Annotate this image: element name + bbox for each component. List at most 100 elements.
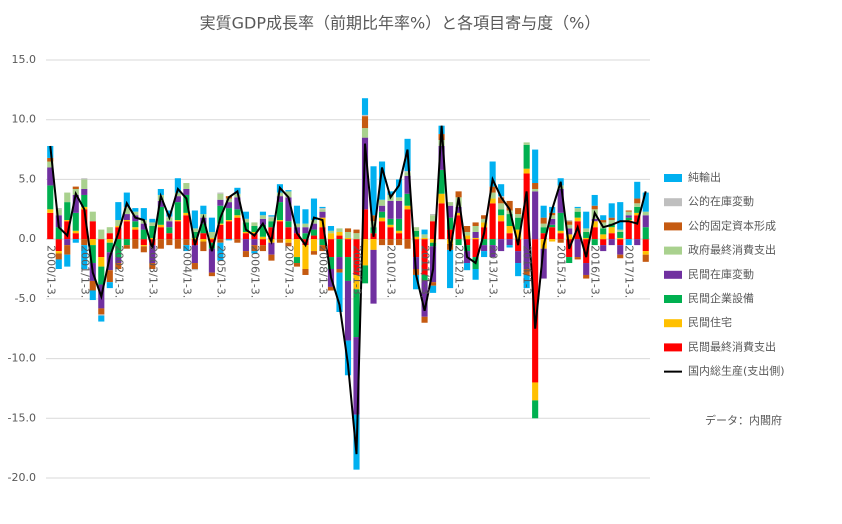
bar-segment <box>183 188 190 195</box>
bar-segment <box>481 215 488 219</box>
bar-segment <box>89 239 96 246</box>
bar-segment <box>55 251 62 254</box>
bar-segment <box>268 215 275 217</box>
bar-segment <box>98 239 105 258</box>
bar-segment <box>302 269 309 275</box>
bar-segment <box>268 242 275 255</box>
bar-segment <box>55 227 62 240</box>
bar-segment <box>149 239 156 246</box>
bar-segment <box>498 203 505 210</box>
bar-segment <box>72 239 79 243</box>
bar-segment <box>259 224 266 237</box>
bar-segment <box>191 245 198 264</box>
bar-segment <box>523 168 530 174</box>
bar-segment <box>344 280 352 341</box>
bar-segment <box>421 237 428 240</box>
legend-label: 純輸出 <box>688 170 721 184</box>
bar-segment <box>625 210 632 212</box>
bar-segment <box>310 229 318 236</box>
bar-segment <box>115 226 122 228</box>
bar-segment <box>225 239 232 241</box>
bar-segment <box>64 220 71 222</box>
bar-segment <box>515 208 522 215</box>
x-tick-label: 2007/1-3. <box>282 245 295 298</box>
bar-segment <box>327 230 335 234</box>
bar-segment <box>98 308 105 315</box>
bar-segment <box>64 202 71 221</box>
bar-segment <box>242 211 249 219</box>
bar-segment <box>98 257 105 267</box>
bar-segment <box>234 215 241 218</box>
bar-segment <box>421 316 428 323</box>
bar-segment <box>412 236 420 240</box>
bar-segment <box>302 227 309 234</box>
bar-segment <box>472 226 479 232</box>
bar-segment <box>268 216 275 218</box>
bar-segment <box>642 227 649 240</box>
bar-segment <box>251 226 258 232</box>
bar-segment <box>412 274 420 290</box>
bar-segment <box>421 280 428 317</box>
bar-segment <box>489 192 496 199</box>
bar-segment <box>123 208 130 215</box>
bar-segment <box>566 228 573 235</box>
bar-segment <box>566 221 573 225</box>
legend-swatch <box>664 270 682 279</box>
bar-segment <box>481 251 488 258</box>
bar-segment <box>166 221 173 228</box>
bar-segment <box>140 229 147 240</box>
bar-segment <box>464 226 471 232</box>
bar-segment <box>293 257 301 264</box>
bar-segment <box>608 233 615 240</box>
bar-segment <box>72 233 79 240</box>
bar-segment <box>566 220 573 222</box>
bar-segment <box>438 203 445 240</box>
bar-segment <box>259 218 266 225</box>
bar-segment <box>123 220 130 222</box>
bar-segment <box>140 245 147 247</box>
bar-segment <box>319 245 326 252</box>
bar-segment <box>115 202 122 221</box>
bar-segment <box>506 233 513 240</box>
bar-segment <box>412 239 420 258</box>
bar-segment <box>395 230 403 234</box>
bar-segment <box>515 214 522 218</box>
bar-segment <box>336 269 343 273</box>
bar-segment <box>591 205 598 210</box>
bar-segment <box>353 274 360 290</box>
bar-segment <box>404 205 411 210</box>
bar-segment <box>217 205 224 224</box>
bar-segment <box>183 212 190 216</box>
bar-segment <box>506 226 513 234</box>
bar-segment <box>268 227 275 240</box>
bar-segment <box>574 217 581 222</box>
legend-label: 公的在庫変動 <box>688 194 754 208</box>
bar-segment <box>447 217 454 230</box>
legend-swatch <box>664 319 682 328</box>
bar-segment <box>600 239 607 246</box>
bar-segment <box>395 239 403 246</box>
bar-segment <box>430 215 437 222</box>
bar-segment <box>293 239 301 258</box>
bar-segment <box>191 228 198 232</box>
bar-segment <box>123 192 130 207</box>
bar-segment <box>174 239 181 249</box>
bar-segment <box>370 239 377 250</box>
bar-segment <box>98 314 105 316</box>
bar-segment <box>540 233 547 240</box>
bar-segment <box>64 254 71 267</box>
bar-segment <box>370 166 377 216</box>
bar-segment <box>336 257 343 269</box>
bar-segment <box>549 218 556 225</box>
source-note: データ：内閣府 <box>705 413 782 427</box>
bar-segment <box>455 239 462 246</box>
bar-segment <box>608 239 615 246</box>
bar-segment <box>64 192 71 203</box>
y-tick-label: 10.0 <box>12 113 37 126</box>
bar-segment <box>464 263 471 271</box>
bar-segment <box>81 188 88 195</box>
bar-segment <box>191 210 198 229</box>
x-tick-label: 2011/1-3. <box>419 245 432 298</box>
bar-segment <box>327 257 335 269</box>
bar-segment <box>157 200 164 207</box>
